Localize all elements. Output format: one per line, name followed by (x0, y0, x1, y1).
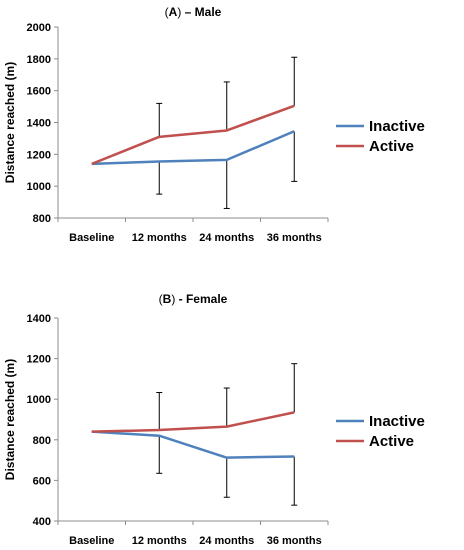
y-axis-label: Distance reached (m) (3, 359, 17, 480)
y-tick-label: 2000 (27, 22, 51, 34)
title-paren-open: ( (159, 292, 163, 306)
y-tick-label: 1200 (27, 354, 51, 366)
y-tick-label: 1200 (27, 149, 51, 161)
chart-panel-a: (A) – Male Distance reached (m) 800 1000 120… (3, 5, 425, 244)
x-tick-label: 36 months (267, 232, 322, 244)
legend-label-inactive: Inactive (369, 118, 425, 135)
legend-label-active: Active (369, 433, 414, 450)
title-paren-open: ( (165, 5, 169, 19)
chart-title: (A) – Male (165, 5, 222, 19)
y-tick-label: 800 (33, 435, 51, 447)
y-tick-label: 800 (33, 213, 51, 225)
x-tick-label: 24 months (199, 232, 254, 244)
y-tick-label: 1600 (27, 86, 51, 98)
x-tick-label: 24 months (199, 535, 254, 547)
series-line-active (91, 411, 295, 433)
y-axis-label: Distance reached (m) (3, 62, 17, 183)
x-tick-label: 12 months (132, 535, 187, 547)
series-line-inactive (91, 430, 295, 459)
y-tick-label: 1000 (27, 181, 51, 193)
title-paren-close: ) (171, 292, 175, 306)
title-letter: A (169, 5, 178, 19)
title-rest: - Female (175, 292, 227, 306)
x-tick-label: Baseline (69, 232, 114, 244)
title-letter: B (163, 292, 172, 306)
y-tick-label: 1800 (27, 54, 51, 66)
y-tick-label: 1400 (27, 313, 51, 325)
chart-panel-b: (B) - Female Distance reached (m) 400 600 80… (3, 292, 425, 547)
y-tick-label: 1400 (27, 118, 51, 130)
series-line-active (91, 104, 295, 166)
legend-label-inactive: Inactive (369, 413, 425, 430)
x-tick-label: 12 months (132, 232, 187, 244)
y-tick-label: 400 (33, 516, 51, 528)
y-tick-label: 600 (33, 475, 51, 487)
y-tick-label: 1000 (27, 394, 51, 406)
chart-title: (B) - Female (159, 292, 228, 306)
legend-label-active: Active (369, 138, 414, 155)
series-line-inactive (91, 130, 295, 166)
x-tick-label: 36 months (267, 535, 322, 547)
x-tick-label: Baseline (69, 535, 114, 547)
title-rest: – Male (181, 5, 221, 19)
title-paren-close: ) (177, 5, 181, 19)
